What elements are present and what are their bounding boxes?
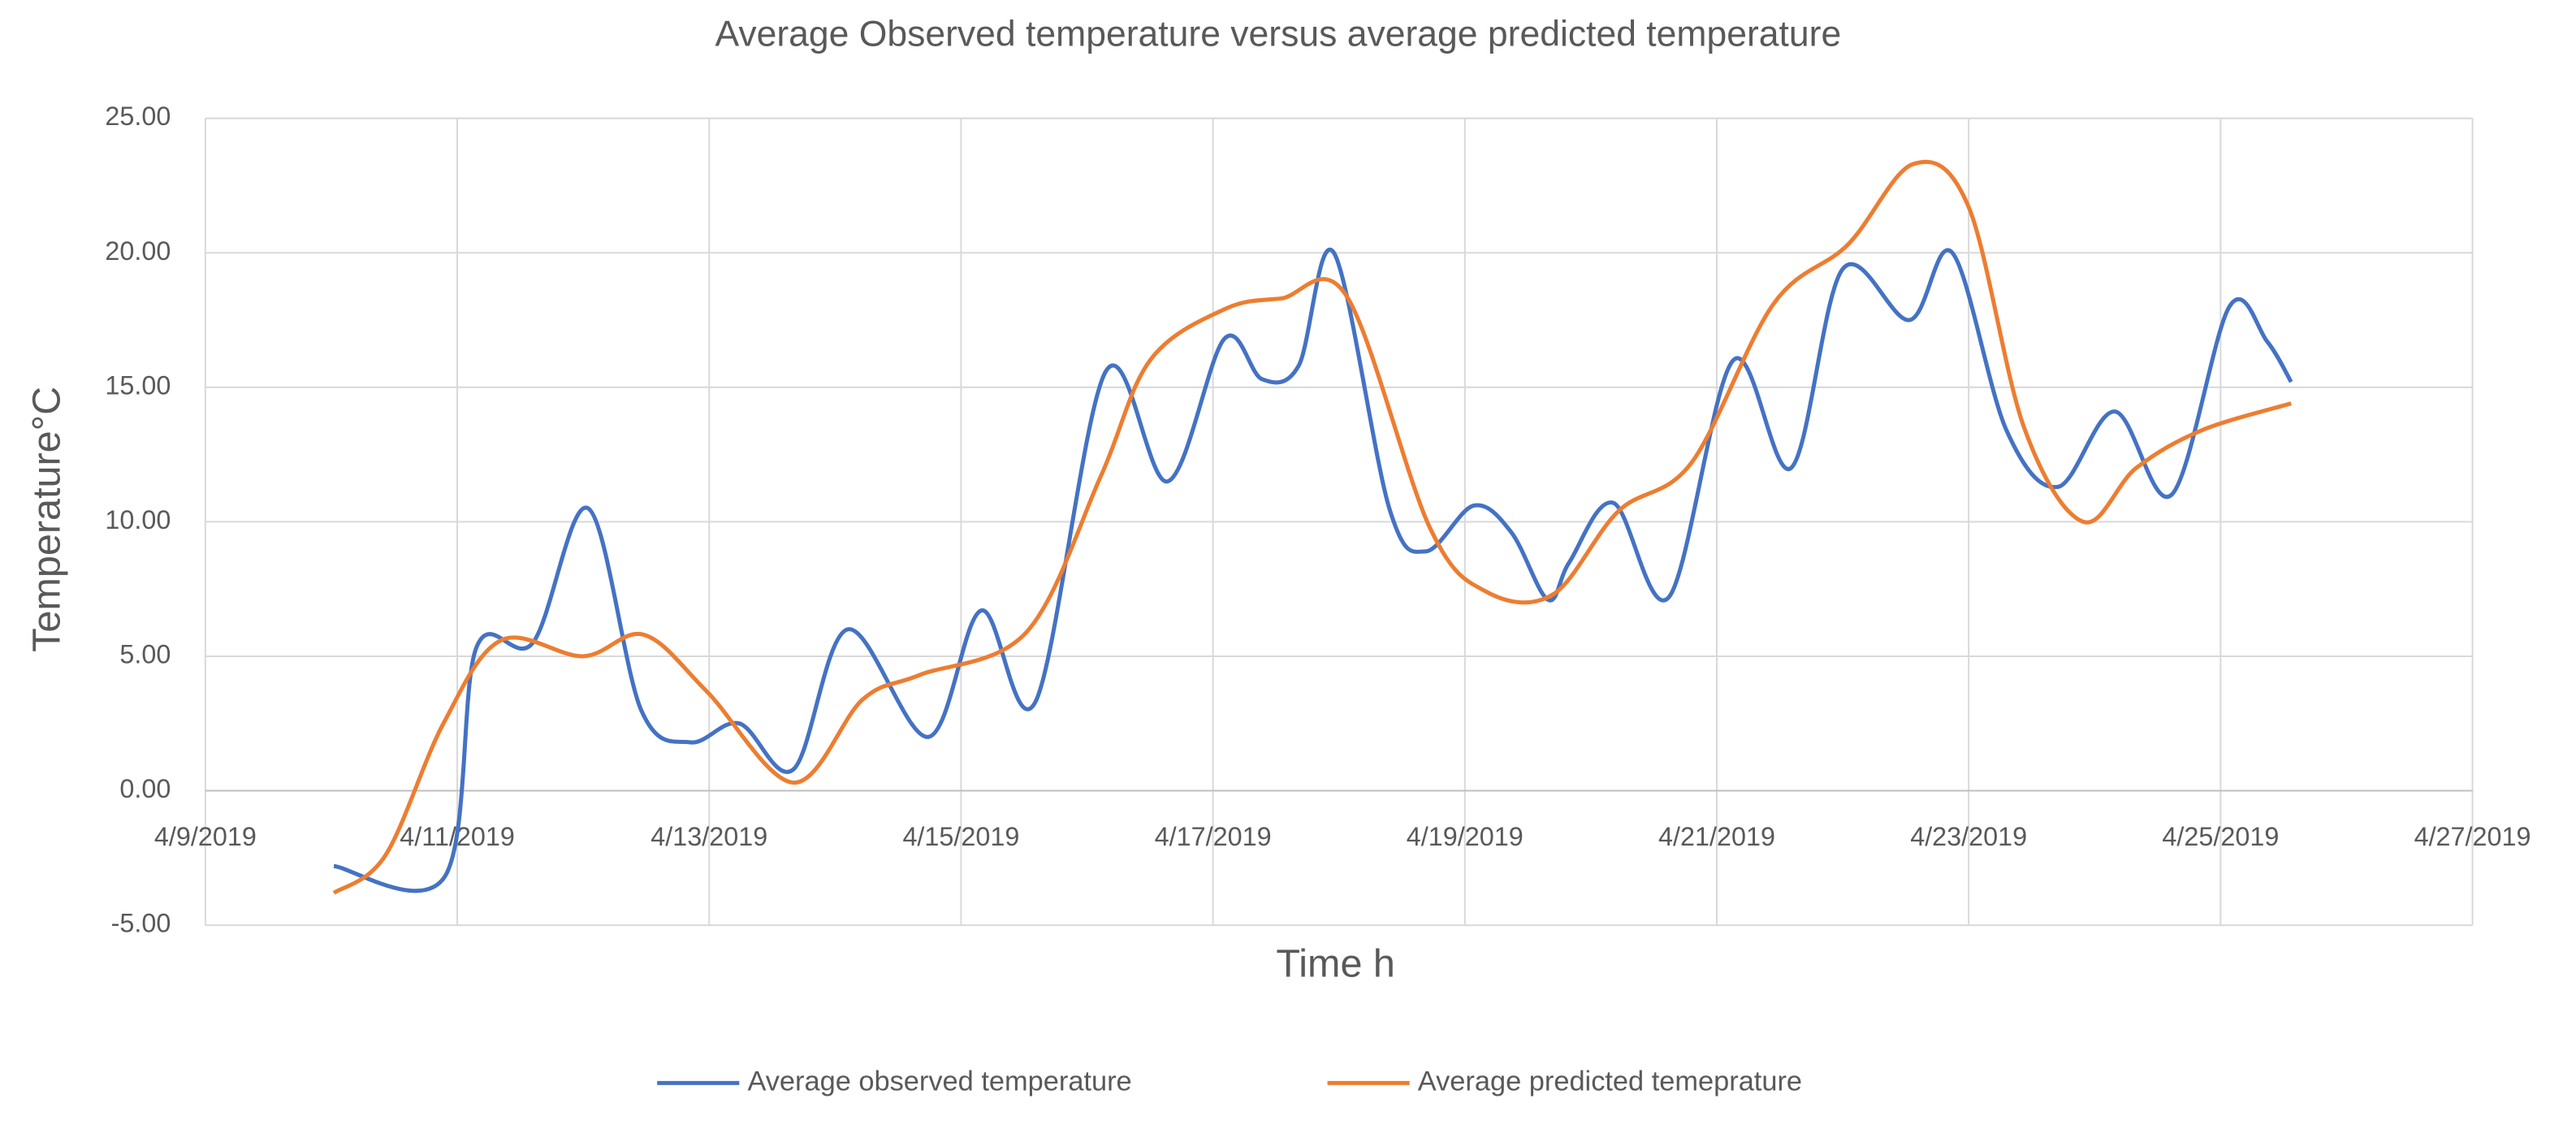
x-tick-label: 4/9/2019 [154, 822, 257, 851]
y-tick-label: 15.00 [105, 370, 171, 400]
x-tick-label: 4/23/2019 [1910, 822, 2027, 851]
chart-title: Average Observed temperature versus aver… [715, 14, 1841, 54]
y-tick-label: 20.00 [105, 236, 171, 266]
y-axis-title: Temperature°C [25, 387, 69, 652]
x-axis-title: Time h [1276, 942, 1395, 986]
y-tick-label: -5.00 [111, 909, 171, 938]
x-tick-label: 4/17/2019 [1155, 822, 1272, 851]
x-tick-label: 4/27/2019 [2414, 822, 2531, 851]
y-tick-label: 5.00 [119, 640, 171, 669]
legend-label: Average predicted temeprature [1418, 1066, 1802, 1097]
x-tick-label: 4/19/2019 [1407, 822, 1524, 851]
y-tick-label: 10.00 [105, 505, 171, 534]
y-tick-label: 0.00 [119, 774, 171, 803]
series-line [332, 159, 2292, 895]
x-tick-label: 4/25/2019 [2162, 822, 2279, 851]
x-tick-label: 4/13/2019 [650, 822, 767, 851]
x-tick-label: 4/21/2019 [1658, 822, 1775, 851]
series-line [333, 248, 2293, 893]
legend-label: Average observed temperature [747, 1066, 1131, 1097]
y-tick-label: 25.00 [105, 102, 171, 131]
x-tick-label: 4/15/2019 [902, 822, 1019, 851]
